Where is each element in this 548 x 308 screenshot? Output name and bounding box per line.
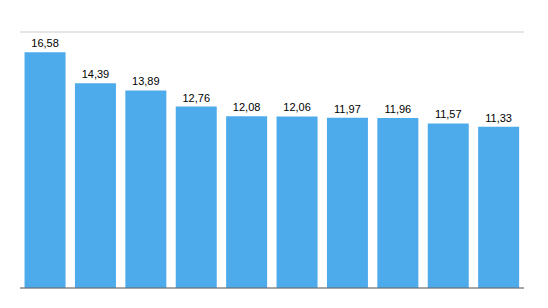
svg-text:11,97: 11,97: [334, 103, 361, 115]
svg-text:11,57: 11,57: [435, 108, 462, 120]
svg-text:11,33: 11,33: [485, 112, 512, 124]
svg-text:14,39: 14,39: [82, 68, 110, 80]
svg-text:13,89: 13,89: [132, 75, 160, 87]
svg-text:12,08: 12,08: [233, 101, 261, 113]
svg-text:11,96: 11,96: [384, 103, 411, 115]
svg-text:12,76: 12,76: [182, 92, 210, 104]
svg-text:16,58: 16,58: [31, 37, 59, 49]
svg-text:12,06: 12,06: [283, 101, 311, 113]
